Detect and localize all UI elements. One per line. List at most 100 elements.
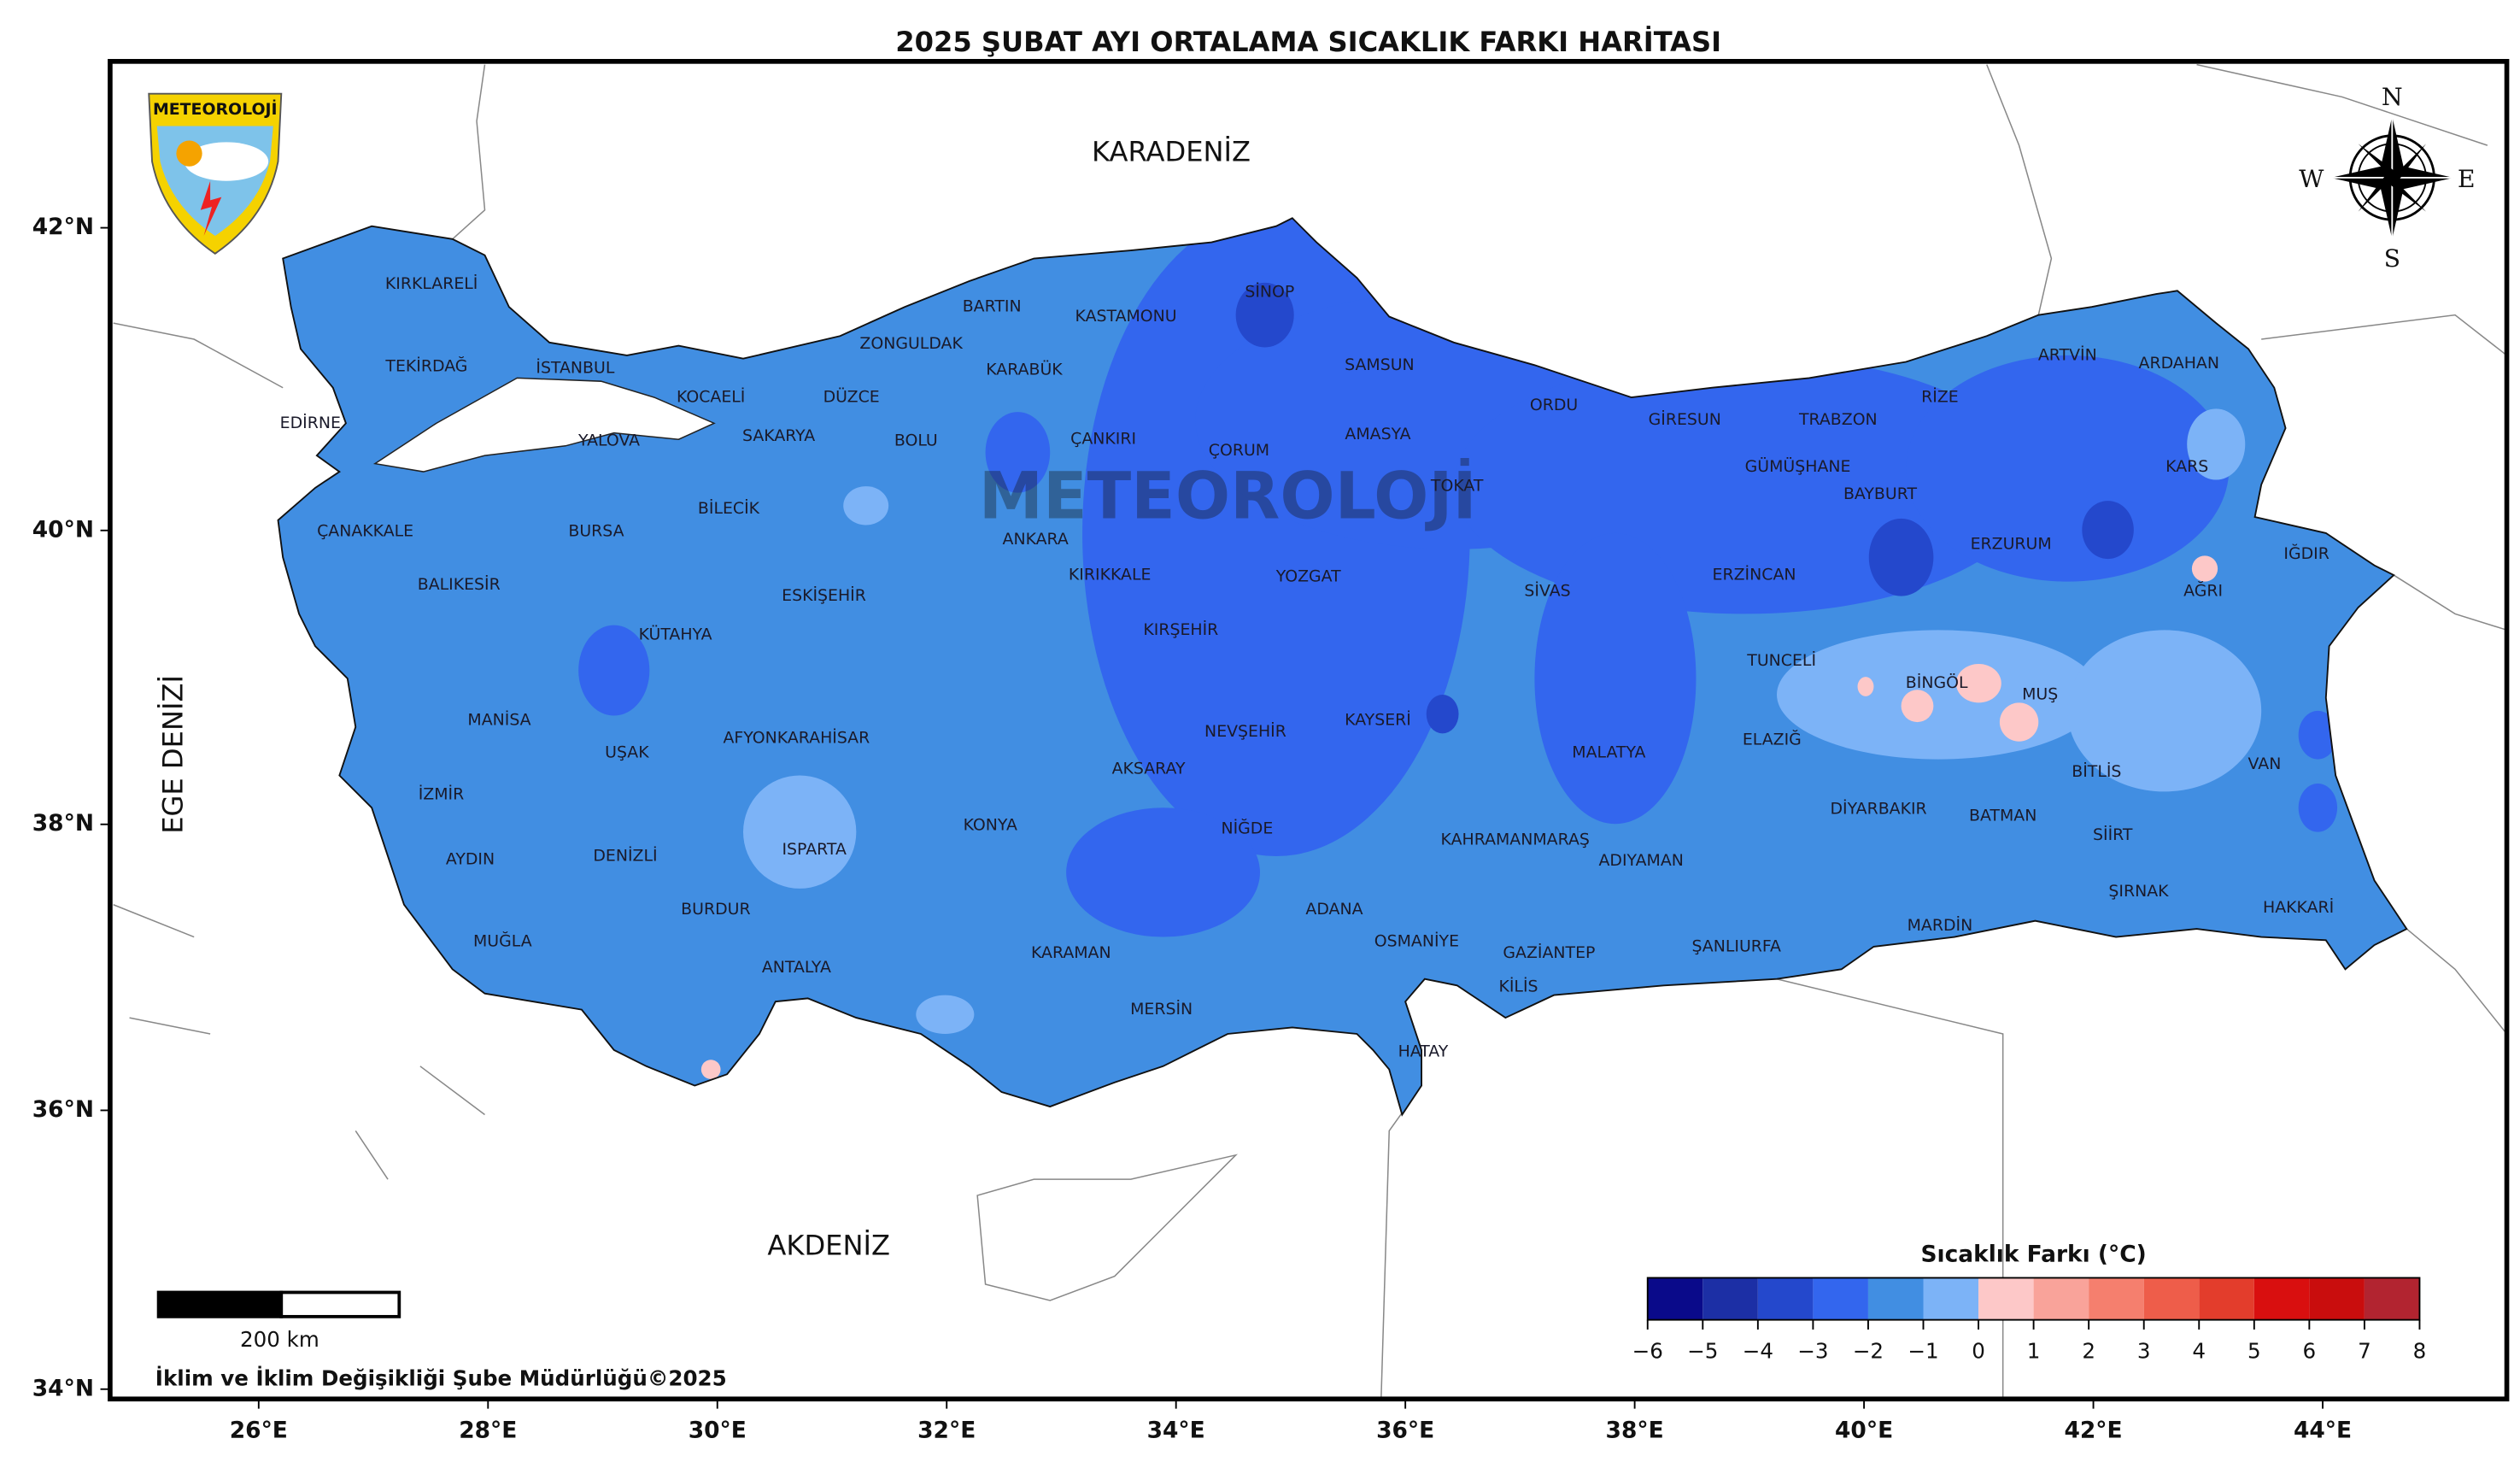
lat-tick-label: 34°N bbox=[32, 1375, 94, 1401]
province-label: MUŞ bbox=[2022, 684, 2058, 703]
colorbar-tick-label: −4 bbox=[1743, 1338, 1773, 1363]
province-label: ELAZIĞ bbox=[1743, 728, 1802, 749]
province-label: SİNOP bbox=[1245, 282, 1294, 302]
province-label: VAN bbox=[2248, 754, 2282, 773]
province-label: ORDU bbox=[1530, 396, 1578, 414]
province-label: ÇORUM bbox=[1209, 441, 1269, 460]
colorbar-tick-label: −2 bbox=[1853, 1338, 1884, 1363]
province-label: DENİZLİ bbox=[593, 846, 657, 866]
province-label: BALIKESİR bbox=[418, 574, 501, 594]
colorbar-tick-label: 0 bbox=[1972, 1338, 1985, 1363]
province-label: UŞAK bbox=[605, 743, 649, 762]
province-label: KAHRAMANMARAŞ bbox=[1441, 831, 1590, 849]
map-frame bbox=[108, 59, 2510, 1402]
province-label: YALOVA bbox=[577, 432, 640, 450]
lon-tick-label: 42°E bbox=[2064, 1418, 2122, 1444]
province-label: OSMANİYE bbox=[1374, 931, 1459, 951]
province-label: MARDİN bbox=[1908, 915, 1973, 935]
colorbar: −6 −5 −4 −3 −2 −1 0 1 2 3 4 5 6 7 8 bbox=[1632, 1277, 2427, 1363]
logo-text: METEOROLOJİ bbox=[153, 98, 278, 119]
province-label: KÜTAHYA bbox=[639, 625, 712, 644]
colorbar-segment bbox=[1757, 1277, 1814, 1320]
watermark: METEOROLOJİ bbox=[979, 459, 1477, 534]
province-label: GAZİANTEP bbox=[1503, 942, 1595, 962]
province-label: AKSARAY bbox=[1112, 759, 1186, 778]
province-label: BİTLİS bbox=[2072, 761, 2121, 781]
province-label: BATMAN bbox=[1969, 806, 2037, 825]
province-label: AĞRI bbox=[2183, 579, 2223, 600]
colorbar-segment bbox=[2033, 1277, 2089, 1320]
province-label: SAKARYA bbox=[742, 426, 815, 445]
province-label: ZONGULDAK bbox=[859, 334, 963, 353]
province-label: KASTAMONU bbox=[1075, 307, 1177, 326]
province-labels: KIRKLARELİ TEKİRDAĞ EDİRNE İSTANBUL KOCAELİ Y… bbox=[280, 273, 2335, 1060]
colorbar-segment bbox=[1813, 1277, 1868, 1320]
province-label: MANİSA bbox=[467, 710, 530, 730]
lon-tick-label: 40°E bbox=[1835, 1418, 1893, 1444]
province-label: AFYONKARAHİSAR bbox=[724, 728, 870, 748]
province-label: EDİRNE bbox=[280, 413, 341, 432]
compass-s: S bbox=[2384, 244, 2400, 273]
province-label: ŞIRNAK bbox=[2108, 882, 2169, 901]
province-label: MUĞLA bbox=[473, 931, 532, 951]
footer: İklim ve İklim Değişikliği Şube Müdürlüğ… bbox=[155, 1366, 727, 1391]
province-label: KOCAELİ bbox=[677, 387, 745, 407]
province-label: BİLECİK bbox=[698, 498, 760, 518]
province-label: SİİRT bbox=[2093, 825, 2133, 844]
province-label: KONYA bbox=[964, 816, 1017, 835]
province-label: KİLİS bbox=[1498, 977, 1538, 996]
lat-tick-label: 38°N bbox=[32, 810, 94, 837]
scale-bar: 200 km bbox=[156, 1290, 401, 1352]
province-label: TRABZON bbox=[1798, 410, 1878, 429]
province-label: AYDIN bbox=[446, 849, 495, 868]
colorbar-tick-label: 8 bbox=[2413, 1338, 2427, 1363]
colorbar-tick-label: 4 bbox=[2192, 1338, 2206, 1363]
lon-tick-label: 38°E bbox=[1606, 1418, 1664, 1444]
province-label: SİVAS bbox=[1524, 580, 1570, 600]
province-label: MALATYA bbox=[1572, 743, 1645, 762]
colorbar-tick-label: −5 bbox=[1687, 1338, 1718, 1363]
compass-n: N bbox=[2382, 83, 2403, 111]
lat-tick-label: 36°N bbox=[32, 1096, 94, 1123]
province-label: BOLU bbox=[894, 432, 938, 450]
province-label: TUNCELİ bbox=[1746, 650, 1816, 670]
province-label: AMASYA bbox=[1345, 425, 1410, 443]
province-label: KARAMAN bbox=[1031, 943, 1111, 962]
province-label: TEKİRDAĞ bbox=[384, 355, 467, 376]
province-label: ANKARA bbox=[1003, 530, 1069, 549]
lon-tick-label: 34°E bbox=[1147, 1418, 1205, 1444]
province-label: NEVŞEHİR bbox=[1204, 721, 1286, 741]
province-label: BURDUR bbox=[681, 900, 750, 919]
lon-tick-label: 28°E bbox=[459, 1418, 517, 1444]
scale-label: 200 km bbox=[240, 1327, 319, 1352]
colorbar-segment bbox=[1978, 1277, 2034, 1320]
lon-tick-label: 30°E bbox=[689, 1418, 747, 1444]
lat-tick-label: 40°N bbox=[32, 516, 94, 543]
province-label: GİRESUN bbox=[1649, 409, 1721, 429]
province-label: GÜMÜŞHANE bbox=[1745, 456, 1851, 476]
colorbar-tick-label: 6 bbox=[2303, 1338, 2317, 1363]
province-label: DİYARBAKIR bbox=[1830, 799, 1926, 819]
colorbar-segment bbox=[2089, 1277, 2144, 1320]
colorbar-segment bbox=[1867, 1277, 1924, 1320]
colorbar-segment bbox=[2143, 1277, 2200, 1320]
compass-e: E bbox=[2458, 165, 2476, 193]
province-label: ERZİNCAN bbox=[1713, 565, 1796, 584]
sea-label: KARADENİZ bbox=[1092, 136, 1251, 168]
province-label: YOZGAT bbox=[1275, 567, 1341, 585]
province-label: TOKAT bbox=[1430, 477, 1484, 496]
axes: 26°E 28°E 30°E 32°E 34°E 36°E 38°E 40°E 42°E 44°E… bbox=[32, 214, 2352, 1444]
province-label: BAYBURT bbox=[1843, 484, 1917, 503]
colorbar-segment bbox=[2309, 1277, 2365, 1320]
colorbar-tick-label: 5 bbox=[2247, 1338, 2261, 1363]
province-label: ÇANKIRI bbox=[1070, 430, 1136, 449]
province-label: DÜZCE bbox=[823, 387, 880, 407]
colorbar-title: Sıcaklık Farkı (°C) bbox=[1920, 1242, 2146, 1268]
colorbar-segment bbox=[1923, 1277, 1979, 1320]
province-label: ANTALYA bbox=[762, 958, 831, 977]
colorbar-tick-label: −1 bbox=[1908, 1338, 1938, 1363]
province-label: KIRŞEHİR bbox=[1143, 619, 1218, 639]
turkey-border bbox=[277, 217, 2408, 1117]
sea-label: AKDENİZ bbox=[767, 1230, 890, 1262]
